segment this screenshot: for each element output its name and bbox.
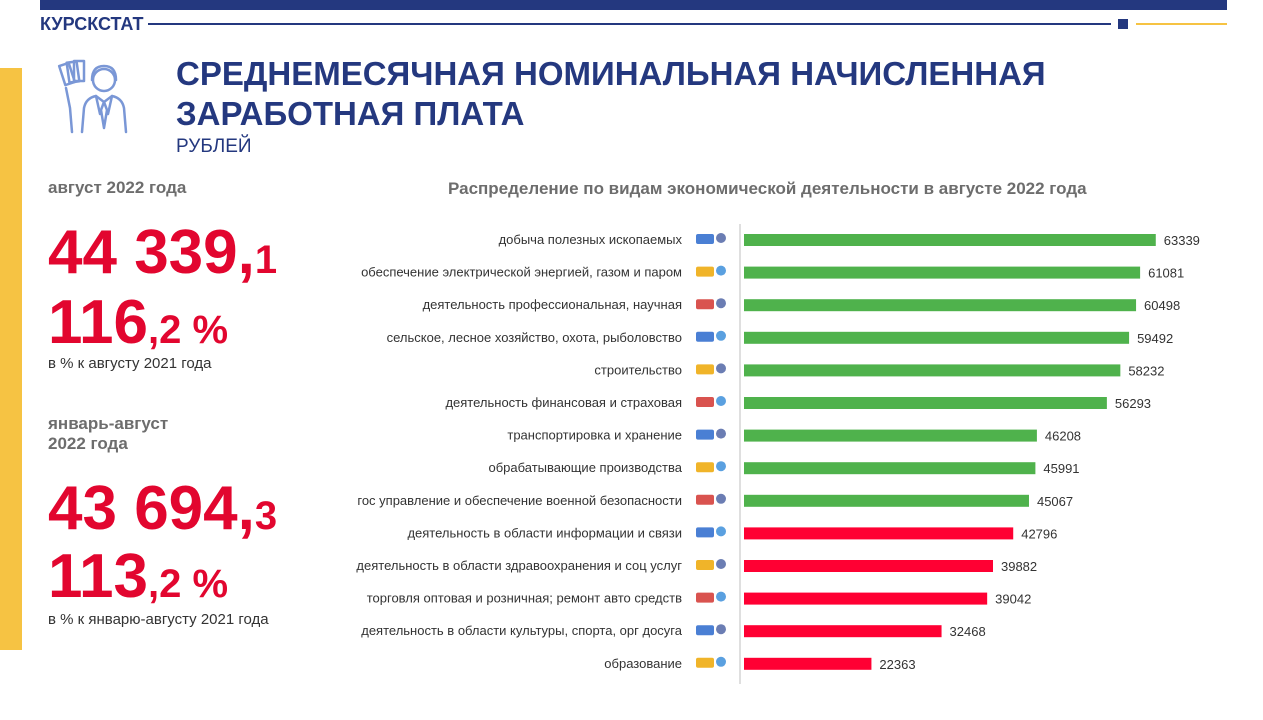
category-label: образование [604, 656, 682, 671]
category-label: деятельность в области культуры, спорта,… [361, 623, 683, 638]
janaug-period-label-1: январь-август [48, 414, 169, 433]
bar [744, 625, 942, 638]
transport-icon [696, 428, 726, 440]
aug-pct-note: в % к августу 2021 года [48, 355, 212, 372]
bar [744, 266, 1141, 279]
construction-icon [696, 363, 726, 375]
bar [744, 364, 1121, 377]
janaug-salary-dec: 3 [254, 494, 278, 538]
category-label: деятельность профессиональная, научная [423, 297, 682, 312]
category-label: деятельность финансовая и страховая [445, 395, 682, 410]
bar [744, 592, 988, 605]
aug-pct-dec: ,2 % [148, 308, 229, 352]
aug-salary-int: 44 339, [48, 218, 255, 287]
bar [744, 397, 1107, 409]
page-title: СРЕДНЕМЕСЯЧНАЯ НОМИНАЛЬНАЯ НАЧИСЛЕННАЯ З… [176, 55, 1046, 132]
salary-person-icon [57, 59, 128, 134]
bar-value-label: 60498 [1144, 298, 1180, 313]
agriculture-icon [696, 330, 726, 342]
category-label: деятельность в области информации и связ… [407, 525, 682, 540]
science-icon [696, 298, 726, 310]
bar-value-label: 58232 [1128, 363, 1164, 378]
bar-value-label: 61081 [1148, 266, 1184, 281]
aug-period-label: август 2022 года [48, 178, 187, 197]
bar-value-label: 45067 [1037, 494, 1073, 509]
bar [744, 462, 1036, 475]
trade-icon [696, 591, 726, 603]
brand-logo: КУРСКСТАТ [40, 14, 144, 34]
janaug-salary-value: 43 694,3 [48, 478, 277, 547]
janaug-period-label-2: 2022 года [48, 434, 128, 453]
category-label: торговля оптовая и розничная; ремонт авт… [367, 591, 682, 606]
bar-value-label: 63339 [1164, 233, 1200, 248]
chart-title: Распределение по видам экономической дея… [448, 179, 1087, 198]
category-label: транспортировка и хранение [507, 428, 682, 443]
salary-by-activity-chart: добыча полезных ископаемых 63339 обеспечен… [356, 224, 1200, 684]
brand-accent-line [1136, 23, 1227, 25]
bar-value-label: 59492 [1137, 331, 1173, 346]
category-label: обрабатывающие производства [488, 460, 682, 475]
energy-icon [696, 265, 726, 277]
health-icon [696, 559, 726, 570]
janaug-pct-int: 113 [48, 542, 149, 611]
brand-divider [148, 23, 1111, 25]
mining-icon [696, 233, 726, 244]
bar [744, 494, 1029, 507]
military-icon [696, 493, 726, 505]
page-unit: РУБЛЕЙ [176, 136, 252, 157]
culture-icon [696, 624, 726, 636]
bar [744, 657, 872, 670]
aug-salary-dec: 1 [254, 238, 278, 282]
category-label: деятельность в области здравоохранения и… [356, 558, 682, 573]
bar-value-label: 32468 [950, 624, 986, 639]
communication-icon [696, 526, 726, 538]
bar [744, 560, 993, 572]
left-accent-bar [0, 68, 22, 650]
top-bar [40, 0, 1227, 10]
bar [744, 331, 1130, 344]
bar-value-label: 39882 [1001, 559, 1037, 574]
bar [744, 429, 1037, 442]
brand-square [1118, 19, 1128, 29]
bar-value-label: 56293 [1115, 396, 1151, 411]
janaug-pct-dec: ,2 % [148, 562, 229, 606]
bar-value-label: 45991 [1043, 461, 1079, 476]
bar-value-label: 46208 [1045, 429, 1081, 444]
manufacturing-icon [696, 461, 726, 473]
bar [744, 527, 1014, 540]
category-label: добыча полезных ископаемых [499, 232, 683, 247]
category-label: обеспечение электрической энергией, газо… [361, 265, 682, 280]
category-label: строительство [594, 362, 682, 377]
bar [744, 299, 1137, 312]
janaug-pct-value: 113,2 % [48, 546, 228, 615]
bar-value-label: 22363 [879, 657, 915, 672]
janaug-salary-int: 43 694, [48, 474, 255, 543]
janaug-pct-note: в % к январю-августу 2021 года [48, 611, 269, 628]
education-icon [696, 656, 726, 668]
aug-pct-int: 116 [48, 288, 149, 357]
bar [744, 234, 1156, 246]
category-label: сельское, лесное хозяйство, охота, рыбол… [387, 330, 682, 345]
aug-salary-value: 44 339,1 [48, 222, 277, 291]
bar-value-label: 39042 [995, 592, 1031, 607]
category-label: гос управление и обеспечение военной без… [357, 493, 682, 508]
bar-value-label: 42796 [1021, 526, 1057, 541]
aug-pct-value: 116,2 % [48, 292, 228, 361]
finance-icon [696, 396, 726, 407]
